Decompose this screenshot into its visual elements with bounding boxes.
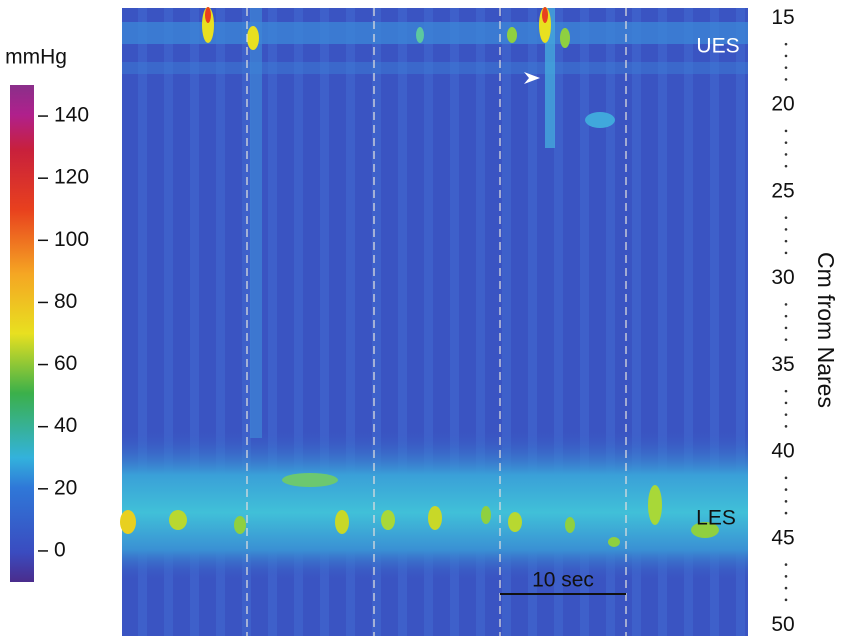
colorbar-tick-label: 60 xyxy=(54,352,77,375)
minor-tick xyxy=(784,488,788,491)
y-tick-label: 30 xyxy=(771,266,794,289)
minor-tick xyxy=(784,78,788,81)
scale-bar-label: 10 sec xyxy=(532,569,594,592)
y-tick-label: 20 xyxy=(771,93,794,116)
y-axis-title: Cm from Nares xyxy=(813,252,839,408)
minor-tick xyxy=(784,425,788,428)
les-label: LES xyxy=(696,507,736,530)
ues-label: UES xyxy=(696,35,739,58)
y-tick-label: 25 xyxy=(771,179,794,202)
minor-tick xyxy=(784,598,788,602)
y-tick-label: 15 xyxy=(771,6,794,29)
minor-tick xyxy=(784,141,788,144)
colorbar-tick-label: 40 xyxy=(54,414,77,437)
colorbar-title: mmHg xyxy=(5,46,67,69)
minor-tick xyxy=(784,42,788,46)
minor-tick xyxy=(784,326,788,330)
y-tick-label: 50 xyxy=(771,613,794,636)
y-tick-label: 40 xyxy=(771,440,794,463)
colorbar xyxy=(10,85,34,582)
colorbar-tick-label: 20 xyxy=(54,476,77,499)
minor-tick xyxy=(784,153,788,156)
minor-tick xyxy=(784,338,788,341)
minor-tick xyxy=(784,216,788,219)
minor-tick xyxy=(784,251,788,255)
y-tick-label: 45 xyxy=(771,526,794,549)
minor-tick xyxy=(784,54,788,58)
heatmap xyxy=(120,7,748,636)
colorbar-tick-label: 120 xyxy=(54,166,89,189)
y-tick-label: 35 xyxy=(771,353,794,376)
minor-tick xyxy=(784,575,788,578)
colorbar-tick-label: 100 xyxy=(54,228,89,251)
minor-tick xyxy=(784,563,788,566)
minor-tick xyxy=(784,586,788,590)
minor-tick xyxy=(784,401,788,405)
minor-tick xyxy=(784,239,788,243)
minor-tick xyxy=(784,389,788,393)
minor-tick xyxy=(784,129,788,133)
minor-tick xyxy=(784,228,788,231)
minor-tick xyxy=(784,511,788,515)
minor-tick xyxy=(784,303,788,306)
colorbar-tick-label: 0 xyxy=(54,538,66,561)
minor-tick xyxy=(784,413,788,416)
minor-tick xyxy=(784,164,788,168)
colorbar-tick-label: 80 xyxy=(54,290,77,313)
minor-tick xyxy=(784,314,788,318)
minor-tick xyxy=(784,476,788,480)
colorbar-tick-label: 140 xyxy=(54,104,89,127)
minor-tick xyxy=(784,500,788,503)
minor-tick xyxy=(784,66,788,69)
